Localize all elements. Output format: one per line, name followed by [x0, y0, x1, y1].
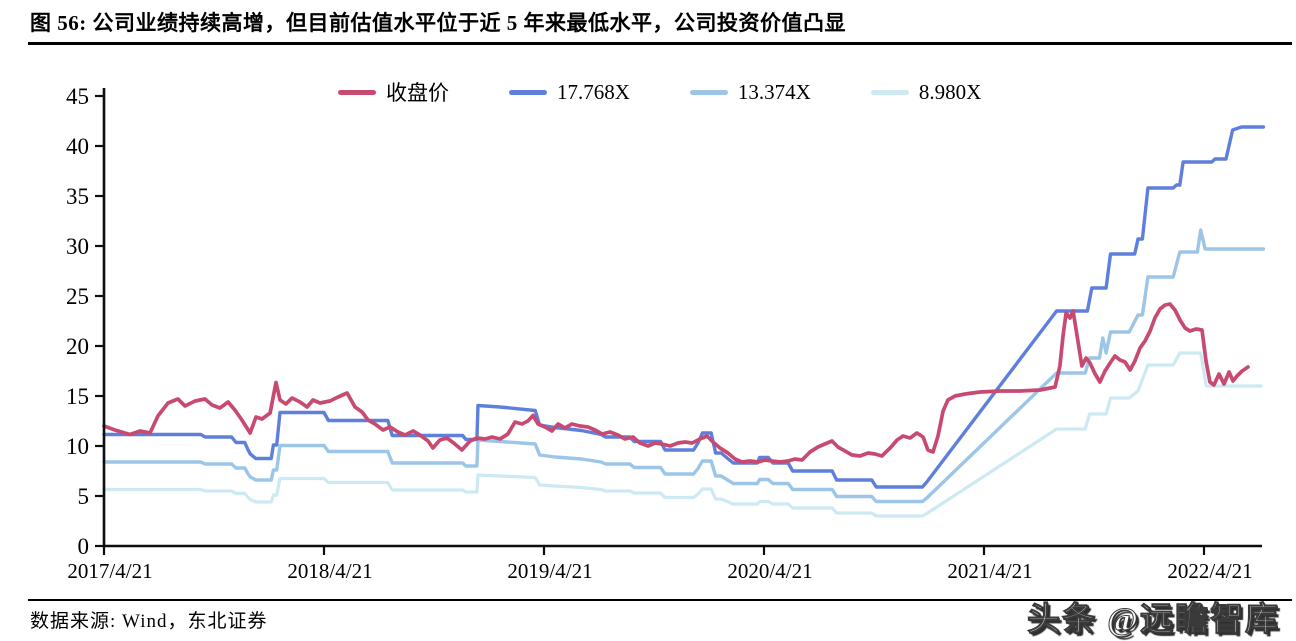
svg-text:15: 15 [66, 384, 89, 409]
title-underline [28, 42, 1292, 45]
chart-legend: 收盘价 17.768X 13.374X 8.980X [338, 77, 981, 107]
svg-text:35: 35 [66, 184, 89, 209]
legend-swatch-0 [338, 89, 376, 95]
svg-text:5: 5 [78, 484, 90, 509]
legend-label: 17.768X [557, 79, 630, 104]
legend-item-pe-mid: 13.374X [689, 79, 811, 105]
svg-text:20: 20 [66, 334, 89, 359]
legend-label: 8.980X [918, 79, 982, 104]
svg-text:0: 0 [78, 534, 90, 559]
watermark-text: 头条 @远瞻智库 [1027, 602, 1280, 639]
svg-text:2020/4/21: 2020/4/21 [727, 559, 812, 583]
figure-title: 图 56: 公司业绩持续高增，但目前估值水平位于近 5 年来最低水平，公司投资价… [30, 11, 846, 35]
legend-swatch-2 [689, 89, 728, 95]
svg-text:10: 10 [66, 434, 89, 459]
legend-label: 收盘价 [386, 81, 449, 105]
svg-text:2018/4/21: 2018/4/21 [287, 559, 372, 583]
svg-text:2017/4/21: 2017/4/21 [67, 559, 152, 583]
svg-text:2019/4/21: 2019/4/21 [507, 559, 592, 583]
legend-swatch-1 [509, 89, 547, 95]
svg-text:2021/4/21: 2021/4/21 [947, 559, 1032, 583]
svg-text:40: 40 [66, 134, 89, 159]
legend-label: 13.374X [737, 79, 811, 104]
legend-item-pe-low: 8.980X [870, 79, 982, 105]
legend-item-pe-high: 17.768X [509, 80, 630, 105]
svg-text:2022/4/21: 2022/4/21 [1167, 559, 1252, 583]
svg-text:30: 30 [66, 234, 89, 259]
svg-text:45: 45 [66, 84, 89, 109]
svg-text:25: 25 [66, 284, 89, 309]
data-source-text: 数据来源: Wind，东北证券 [30, 611, 268, 632]
legend-swatch-3 [870, 89, 909, 95]
legend-item-close-price: 收盘价 [338, 77, 449, 107]
footer-rule [28, 599, 1292, 601]
